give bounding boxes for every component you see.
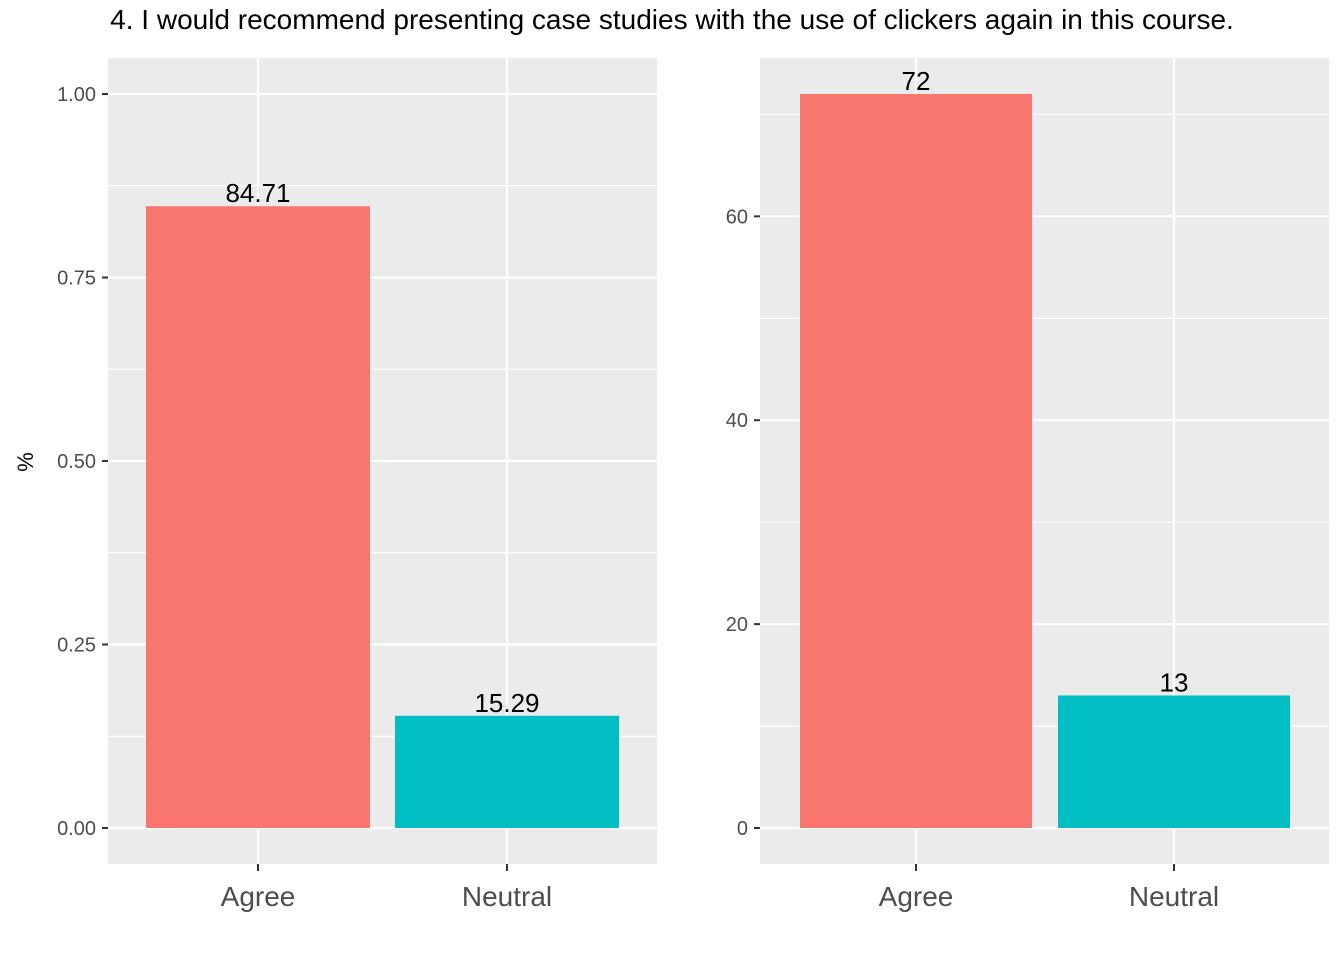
left-x-tick-label-agree: Agree — [221, 881, 296, 912]
right-x-tick-label-agree: Agree — [879, 881, 954, 912]
left-bar-neutral — [395, 715, 619, 828]
left-y-tick-label: 0.25 — [57, 635, 96, 657]
right-bar-neutral — [1058, 695, 1290, 828]
left-y-tick-label: 1.00 — [57, 84, 96, 106]
right-x-tick-label-neutral: Neutral — [1129, 881, 1219, 912]
left-x-tick-label-neutral: Neutral — [462, 881, 552, 912]
right-y-tick-label: 20 — [726, 614, 748, 636]
left-data-label-agree: 84.71 — [225, 178, 290, 208]
left-y-tick-label: 0.75 — [57, 268, 96, 290]
right-y-tick-label: 0 — [737, 818, 748, 840]
left-y-tick-label: 0.50 — [57, 451, 96, 473]
right-y-tick-label: 40 — [726, 410, 748, 432]
right-data-label-agree: 72 — [902, 66, 931, 96]
left-y-tick-label: 0.00 — [57, 818, 96, 840]
right-y-tick-label: 60 — [726, 206, 748, 228]
right-bar-agree — [800, 94, 1032, 828]
chart-title: 4. I would recommend presenting case stu… — [110, 4, 1234, 35]
left-bar-agree — [146, 206, 370, 828]
right-data-label-neutral: 13 — [1160, 667, 1189, 697]
left-data-label-neutral: 15.29 — [474, 688, 539, 718]
